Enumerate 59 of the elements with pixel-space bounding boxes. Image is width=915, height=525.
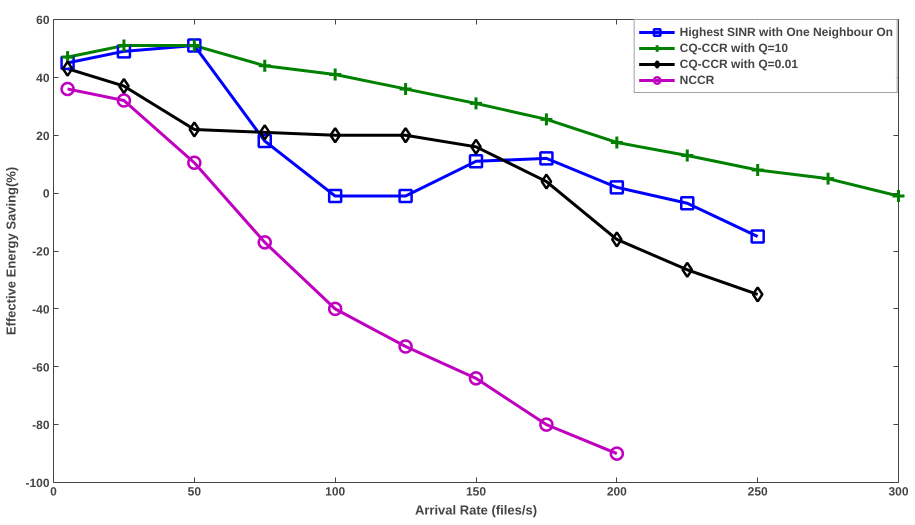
point	[258, 235, 272, 250]
point	[329, 127, 342, 144]
point	[681, 262, 694, 278]
point	[398, 81, 414, 96]
point	[680, 196, 694, 211]
y-tick-label: -80	[32, 418, 50, 432]
point	[891, 188, 906, 204]
y-tick-label: 40	[36, 70, 50, 85]
x-axis-title: Arrival Rate (files/s)	[414, 502, 538, 518]
x-tick-label: 250	[748, 484, 768, 498]
point	[328, 66, 343, 82]
point	[188, 121, 200, 138]
y-tick-label: -40	[32, 302, 50, 316]
legend-label: CQ-CCR with Q=0.01	[680, 56, 798, 72]
point	[468, 96, 484, 111]
point	[609, 134, 624, 150]
point	[610, 231, 623, 248]
x-tick-label: 300	[888, 484, 909, 498]
point	[328, 188, 342, 204]
point	[400, 127, 412, 144]
point	[468, 154, 484, 169]
point	[257, 58, 272, 74]
legend-label: NCCR	[680, 72, 714, 88]
point	[610, 180, 624, 195]
point	[60, 82, 75, 96]
legend-label: Highest SINR with One Neighbour On	[680, 24, 893, 40]
point	[116, 93, 132, 108]
point	[539, 151, 554, 166]
y-axis-title: Effective Energy Saving(%)	[3, 166, 18, 336]
point	[118, 78, 130, 94]
point	[187, 156, 202, 170]
point	[468, 371, 484, 386]
x-tick-label: 200	[606, 484, 628, 498]
point	[258, 124, 271, 141]
point	[540, 173, 552, 190]
y-tick-label: -60	[32, 360, 50, 374]
point	[750, 162, 766, 178]
point	[752, 286, 764, 303]
legend-label: CQ-CCR with Q=10	[680, 40, 788, 56]
point	[398, 188, 413, 204]
y-tick-label: -100	[25, 476, 50, 490]
point	[470, 138, 482, 156]
point	[328, 302, 342, 316]
point	[539, 417, 554, 432]
point	[820, 171, 836, 186]
point	[398, 339, 413, 354]
x-tick-label: 50	[188, 484, 202, 498]
y-tick-label: 60	[36, 13, 50, 27]
point	[62, 60, 74, 77]
x-tick-label: 100	[325, 484, 346, 498]
y-tick-label: 0	[42, 186, 50, 201]
point	[116, 38, 132, 54]
y-tick-label: -20	[32, 244, 50, 258]
point	[538, 112, 554, 127]
x-tick-label: 150	[466, 484, 486, 498]
point	[680, 148, 695, 164]
y-tick-label: 20	[36, 128, 50, 143]
point	[750, 229, 765, 244]
point	[610, 446, 624, 461]
